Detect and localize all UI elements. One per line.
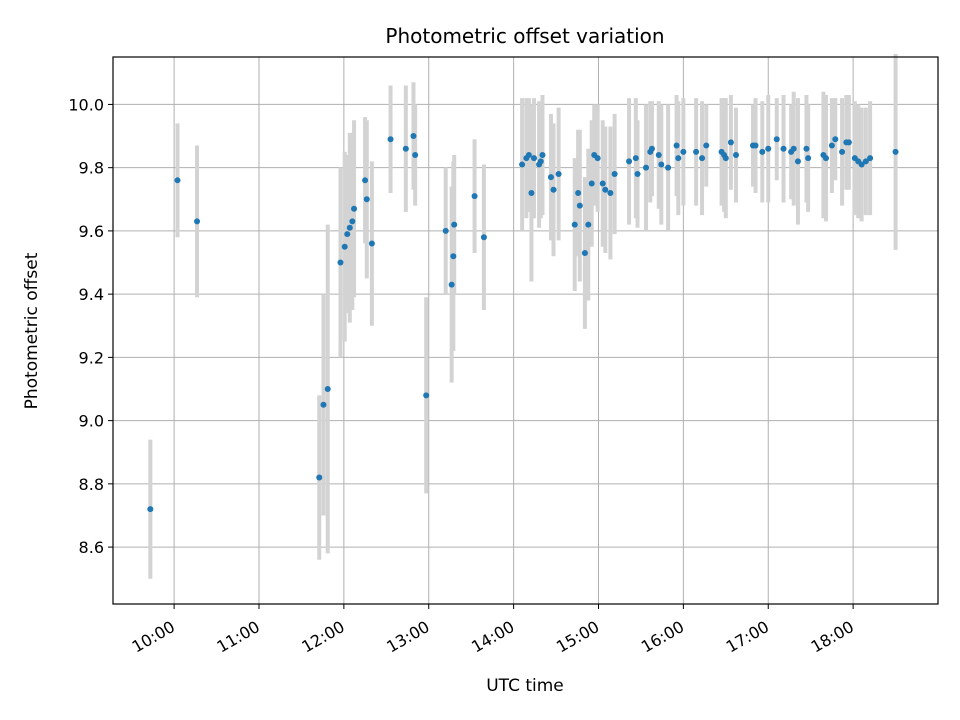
data-point bbox=[611, 170, 618, 177]
data-point bbox=[858, 161, 865, 168]
data-point bbox=[862, 158, 869, 165]
data-point bbox=[607, 189, 614, 196]
data-point bbox=[703, 142, 710, 149]
data-point bbox=[680, 148, 687, 155]
data-point bbox=[892, 148, 899, 155]
data-point bbox=[693, 148, 700, 155]
y-tick-label: 9.0 bbox=[79, 412, 104, 431]
data-point bbox=[727, 139, 734, 146]
data-point bbox=[867, 155, 874, 162]
data-point bbox=[673, 142, 680, 149]
data-point bbox=[412, 152, 419, 159]
data-point bbox=[368, 240, 375, 247]
data-point bbox=[402, 145, 409, 152]
data-point bbox=[634, 170, 641, 177]
y-tick-label: 8.8 bbox=[79, 475, 104, 494]
data-point bbox=[537, 158, 544, 165]
data-point bbox=[423, 392, 430, 399]
y-tick-label: 10.0 bbox=[68, 95, 104, 114]
data-point bbox=[805, 155, 812, 162]
data-point bbox=[480, 234, 487, 241]
data-point bbox=[451, 221, 458, 228]
data-point bbox=[324, 385, 331, 392]
data-point bbox=[525, 152, 532, 159]
y-tick-label: 9.8 bbox=[79, 159, 104, 178]
data-point bbox=[599, 180, 606, 187]
data-point bbox=[602, 186, 609, 193]
data-point bbox=[363, 196, 370, 203]
data-points bbox=[147, 133, 899, 513]
data-point bbox=[320, 401, 327, 408]
data-point bbox=[655, 152, 662, 159]
data-point bbox=[732, 152, 739, 159]
data-point bbox=[351, 205, 358, 212]
data-point bbox=[803, 145, 810, 152]
y-axis-label: Photometric offset bbox=[22, 252, 42, 409]
data-point bbox=[344, 231, 351, 238]
data-point bbox=[822, 155, 829, 162]
data-point bbox=[147, 506, 154, 513]
data-point bbox=[780, 145, 787, 152]
y-tick-label: 9.2 bbox=[79, 348, 104, 367]
data-point bbox=[387, 136, 394, 143]
data-point bbox=[658, 161, 665, 168]
data-point bbox=[349, 218, 356, 225]
data-point bbox=[722, 155, 729, 162]
data-point bbox=[665, 164, 672, 171]
data-point bbox=[555, 170, 562, 177]
data-point bbox=[448, 281, 455, 288]
data-point bbox=[576, 202, 583, 209]
data-point bbox=[790, 145, 797, 152]
data-point bbox=[450, 253, 457, 260]
data-point bbox=[530, 155, 537, 162]
data-point bbox=[675, 155, 682, 162]
data-point bbox=[571, 221, 578, 228]
data-point bbox=[632, 155, 639, 162]
data-point bbox=[575, 189, 582, 196]
data-point bbox=[828, 142, 835, 149]
data-point bbox=[174, 177, 181, 184]
data-point bbox=[594, 155, 601, 162]
data-point bbox=[410, 133, 417, 140]
x-axis-label: UTC time bbox=[486, 676, 564, 696]
data-point bbox=[585, 221, 592, 228]
y-tick-label: 9.4 bbox=[79, 285, 104, 304]
data-point bbox=[341, 243, 348, 250]
chart-title: Photometric offset variation bbox=[385, 24, 664, 48]
data-point bbox=[362, 177, 369, 184]
data-point bbox=[794, 158, 801, 165]
data-point bbox=[337, 259, 344, 266]
y-tick-label: 8.6 bbox=[79, 538, 104, 557]
data-point bbox=[588, 180, 595, 187]
data-point bbox=[194, 218, 201, 225]
data-point bbox=[832, 136, 839, 143]
data-point bbox=[773, 136, 780, 143]
data-point bbox=[539, 152, 546, 159]
data-point bbox=[442, 227, 449, 234]
data-point bbox=[581, 250, 588, 257]
data-point bbox=[765, 145, 772, 152]
plot-frame bbox=[112, 56, 939, 605]
data-point bbox=[528, 189, 535, 196]
y-tick-label: 9.6 bbox=[79, 222, 104, 241]
data-point bbox=[839, 148, 846, 155]
data-point bbox=[648, 145, 655, 152]
data-point bbox=[550, 186, 557, 193]
data-point bbox=[626, 158, 633, 165]
data-point bbox=[547, 174, 554, 181]
data-point bbox=[519, 161, 526, 168]
data-point bbox=[346, 224, 353, 231]
data-point bbox=[316, 474, 323, 481]
data-point bbox=[699, 155, 706, 162]
data-point bbox=[845, 139, 852, 146]
data-point bbox=[759, 148, 766, 155]
data-point bbox=[643, 164, 650, 171]
data-point bbox=[752, 142, 759, 149]
data-point bbox=[471, 193, 478, 200]
